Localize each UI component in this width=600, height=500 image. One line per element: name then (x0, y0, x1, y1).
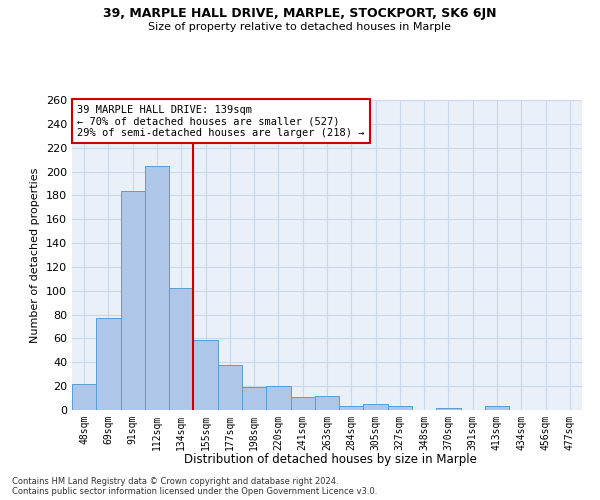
Bar (266, 386, 290, 410)
Text: 39 MARPLE HALL DRIVE: 139sqm
← 70% of detached houses are smaller (527)
29% of s: 39 MARPLE HALL DRIVE: 139sqm ← 70% of de… (77, 104, 365, 138)
Bar (485, 406, 509, 410)
Bar (96, 318, 121, 410)
Bar (169, 288, 193, 410)
Bar (121, 190, 145, 410)
Bar (218, 364, 242, 410)
Text: Contains HM Land Registry data © Crown copyright and database right 2024.: Contains HM Land Registry data © Crown c… (12, 478, 338, 486)
Bar (364, 404, 388, 410)
Bar (193, 340, 218, 410)
Bar (145, 166, 169, 410)
Bar (242, 388, 266, 410)
Bar (388, 406, 412, 410)
Bar (436, 408, 461, 410)
Text: Size of property relative to detached houses in Marple: Size of property relative to detached ho… (149, 22, 452, 32)
Bar (339, 406, 364, 410)
Bar (72, 384, 96, 410)
Bar (315, 396, 339, 410)
Text: Contains public sector information licensed under the Open Government Licence v3: Contains public sector information licen… (12, 488, 377, 496)
Bar (290, 397, 315, 410)
Text: Distribution of detached houses by size in Marple: Distribution of detached houses by size … (184, 452, 476, 466)
Text: 39, MARPLE HALL DRIVE, MARPLE, STOCKPORT, SK6 6JN: 39, MARPLE HALL DRIVE, MARPLE, STOCKPORT… (103, 8, 497, 20)
Y-axis label: Number of detached properties: Number of detached properties (31, 168, 40, 342)
